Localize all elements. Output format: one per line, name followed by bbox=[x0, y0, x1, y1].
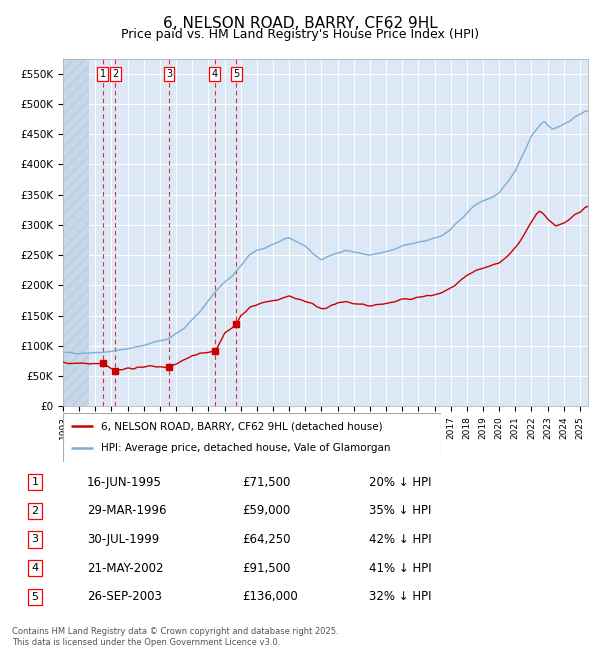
Text: 32% ↓ HPI: 32% ↓ HPI bbox=[369, 590, 431, 603]
Text: 4: 4 bbox=[31, 563, 38, 573]
Text: 30-JUL-1999: 30-JUL-1999 bbox=[87, 533, 159, 546]
FancyBboxPatch shape bbox=[63, 413, 441, 462]
Text: 5: 5 bbox=[32, 592, 38, 602]
Text: 41% ↓ HPI: 41% ↓ HPI bbox=[369, 562, 432, 575]
Text: 1: 1 bbox=[100, 69, 106, 79]
Text: 35% ↓ HPI: 35% ↓ HPI bbox=[369, 504, 431, 517]
Text: 6, NELSON ROAD, BARRY, CF62 9HL: 6, NELSON ROAD, BARRY, CF62 9HL bbox=[163, 16, 437, 31]
Text: HPI: Average price, detached house, Vale of Glamorgan: HPI: Average price, detached house, Vale… bbox=[101, 443, 391, 453]
Text: £59,000: £59,000 bbox=[242, 504, 290, 517]
Text: 4: 4 bbox=[212, 69, 218, 79]
Bar bbox=[63, 58, 89, 406]
Text: Contains HM Land Registry data © Crown copyright and database right 2025.
This d: Contains HM Land Registry data © Crown c… bbox=[12, 627, 338, 647]
Text: 6, NELSON ROAD, BARRY, CF62 9HL (detached house): 6, NELSON ROAD, BARRY, CF62 9HL (detache… bbox=[101, 421, 382, 432]
Text: 42% ↓ HPI: 42% ↓ HPI bbox=[369, 533, 432, 546]
Text: 3: 3 bbox=[166, 69, 172, 79]
Text: 2: 2 bbox=[31, 506, 38, 516]
Text: 29-MAR-1996: 29-MAR-1996 bbox=[87, 504, 166, 517]
Text: Price paid vs. HM Land Registry's House Price Index (HPI): Price paid vs. HM Land Registry's House … bbox=[121, 28, 479, 41]
Text: £71,500: £71,500 bbox=[242, 476, 291, 489]
Text: 16-JUN-1995: 16-JUN-1995 bbox=[87, 476, 162, 489]
Text: 26-SEP-2003: 26-SEP-2003 bbox=[87, 590, 162, 603]
Text: £64,250: £64,250 bbox=[242, 533, 291, 546]
Text: 20% ↓ HPI: 20% ↓ HPI bbox=[369, 476, 431, 489]
Text: £91,500: £91,500 bbox=[242, 562, 291, 575]
Text: 3: 3 bbox=[32, 534, 38, 545]
Text: 21-MAY-2002: 21-MAY-2002 bbox=[87, 562, 163, 575]
Text: 2: 2 bbox=[112, 69, 118, 79]
Text: £136,000: £136,000 bbox=[242, 590, 298, 603]
Text: 5: 5 bbox=[233, 69, 239, 79]
Text: 1: 1 bbox=[32, 477, 38, 488]
